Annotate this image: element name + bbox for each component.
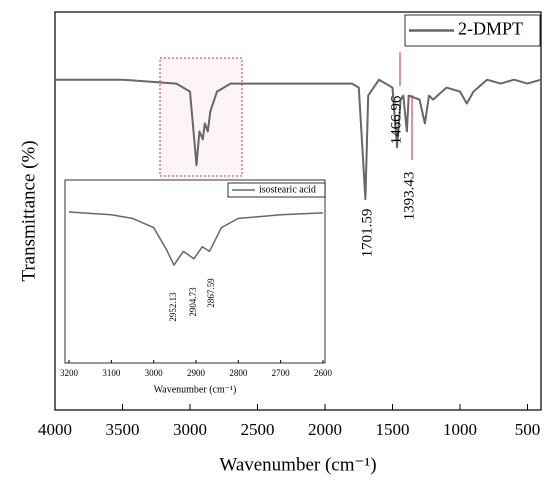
x-tick-label: 3200 <box>60 368 79 378</box>
x-tick-label: 2000 <box>308 420 342 439</box>
plot-frame <box>54 11 542 411</box>
x-tick-label: 1000 <box>443 420 477 439</box>
plot-frame <box>64 179 326 364</box>
annotation: 2904.73 <box>188 287 198 317</box>
annotation: 2952.13 <box>168 292 178 322</box>
x-tick-label: 3000 <box>173 420 207 439</box>
legend-box <box>404 14 541 47</box>
x-tick-label: 2800 <box>229 368 248 378</box>
spectrum-line <box>68 211 324 266</box>
x-tick-label: 2600 <box>314 368 333 378</box>
x-tick-label: 2500 <box>241 420 275 439</box>
x-axis-label: Wavenumber (cm⁻¹) <box>154 384 237 395</box>
y-axis-label: Transmittance (%) <box>18 140 39 281</box>
x-tick-label: 1500 <box>376 420 410 439</box>
legend-label: isostearic acid <box>259 184 316 195</box>
x-tick-label: 3000 <box>145 368 164 378</box>
x-tick-label: 3100 <box>102 368 121 378</box>
annotation: 1466.96 <box>388 95 404 144</box>
annotation: 2867.59 <box>206 278 216 308</box>
legend-box <box>227 182 326 198</box>
x-tick-label: 2700 <box>272 368 291 378</box>
highlight-box <box>159 57 243 177</box>
x-tick-label: 2900 <box>187 368 206 378</box>
spectrum-line <box>55 78 542 201</box>
x-tick-label: 4000 <box>38 420 72 439</box>
x-axis-label: Wavenumber (cm⁻¹) <box>219 454 376 475</box>
x-tick-label: 3500 <box>106 420 140 439</box>
x-tick-label: 500 <box>515 420 541 439</box>
annotation: 1701.59 <box>359 209 375 258</box>
legend-label: 2-DMPT <box>458 19 523 39</box>
annotation: 1393.43 <box>401 172 417 221</box>
